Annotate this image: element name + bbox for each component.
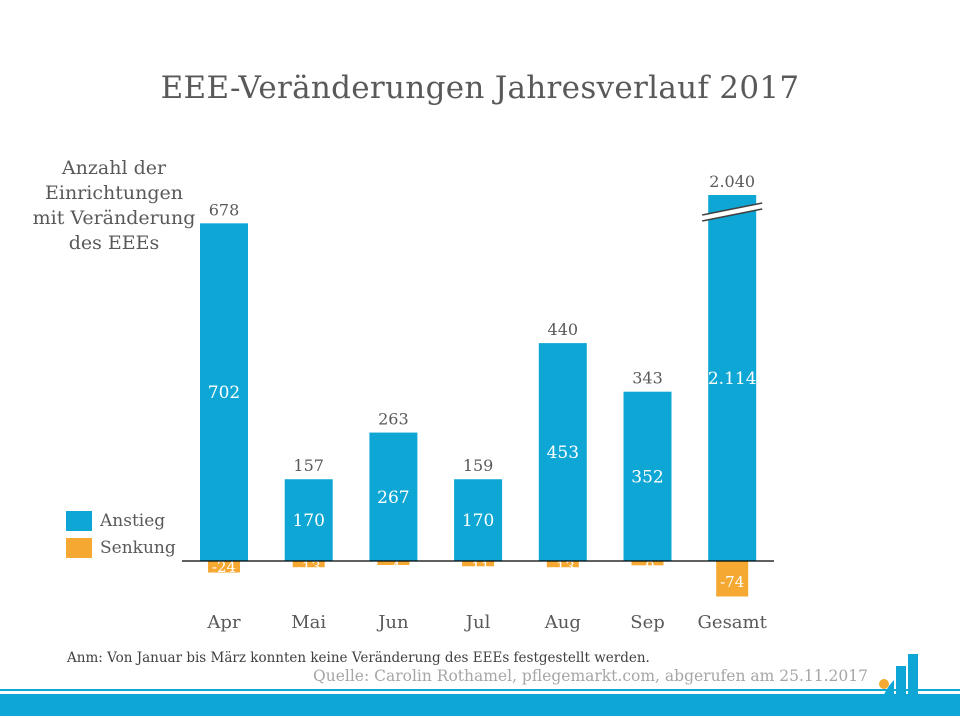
brand-logo-icon [876,654,918,714]
bar-senkung-gesamt [716,561,749,597]
label-senkung-aug: -13 [551,558,575,576]
label-net-jun: 263 [378,410,409,429]
footer-bar [0,694,960,716]
bar-senkung-sep [631,561,664,566]
tick-label-gesamt: Gesamt [698,612,768,633]
legend-label-anstieg: Anstieg [100,510,166,531]
label-senkung-apr: -24 [212,558,236,576]
tick-label-sep: Sep [630,612,665,633]
bar-anstieg-mai [284,479,333,561]
label-net-gesamt: 2.040 [709,172,755,191]
label-net-aug: 440 [548,320,579,339]
bar-senkung-jun [377,561,410,565]
label-anstieg-apr: 702 [208,383,240,403]
bar-anstieg-jun [369,432,418,561]
y-axis-label: Anzahl der Einrichtungen mit Veränderung… [32,157,196,254]
label-senkung-jun: -4 [386,558,401,576]
bar-senkung-mai [292,561,325,568]
axis-break-gap [702,203,763,221]
footnote: Anm: Von Januar bis März konnten keine V… [67,650,650,666]
label-net-sep: 343 [632,369,663,388]
label-anstieg-mai: 170 [292,511,324,531]
bar-senkung-aug [546,561,579,568]
bar-anstieg-apr [200,223,248,561]
legend-label-senkung: Senkung [100,537,176,558]
tick-label-apr: Apr [206,612,241,633]
bar-senkung-jul [462,561,495,567]
chart-title: EEE-Veränderungen Jahresverlauf 2017 [160,70,800,106]
bar-senkung-apr [208,561,240,573]
tick-label-jun: Jun [376,612,409,633]
label-anstieg-sep: 352 [631,467,663,487]
footer-line [0,689,960,691]
tick-label-jul: Jul [464,612,491,633]
bar-anstieg-jul [454,479,503,561]
bar-anstieg-gesamt [708,195,757,561]
label-senkung-gesamt: -74 [720,573,744,591]
label-senkung-sep: -9 [640,558,655,576]
tick-label-aug: Aug [544,612,581,633]
label-anstieg-gesamt: 2.114 [708,369,757,389]
label-anstieg-jun: 267 [377,488,409,508]
legend-swatch-senkung [66,537,92,558]
axis-break-line-top [702,202,763,216]
legend-item-anstieg: Anstieg [66,507,176,534]
tick-label-mai: Mai [291,612,326,633]
label-senkung-jul: -11 [466,558,490,576]
axis-break-line-bottom [702,208,763,222]
source-credit: Quelle: Carolin Rothamel, pflegemarkt.co… [313,667,868,685]
label-senkung-mai: -13 [297,558,321,576]
label-net-mai: 157 [293,456,324,475]
label-net-apr: 678 [209,200,240,219]
bar-anstieg-aug [538,343,587,561]
label-anstieg-jul: 170 [462,511,494,531]
legend: Anstieg Senkung [66,507,176,561]
label-anstieg-aug: 453 [547,443,579,463]
legend-swatch-anstieg [66,510,92,531]
label-net-jul: 159 [463,456,494,475]
legend-item-senkung: Senkung [66,534,176,561]
bar-anstieg-sep [623,391,672,561]
